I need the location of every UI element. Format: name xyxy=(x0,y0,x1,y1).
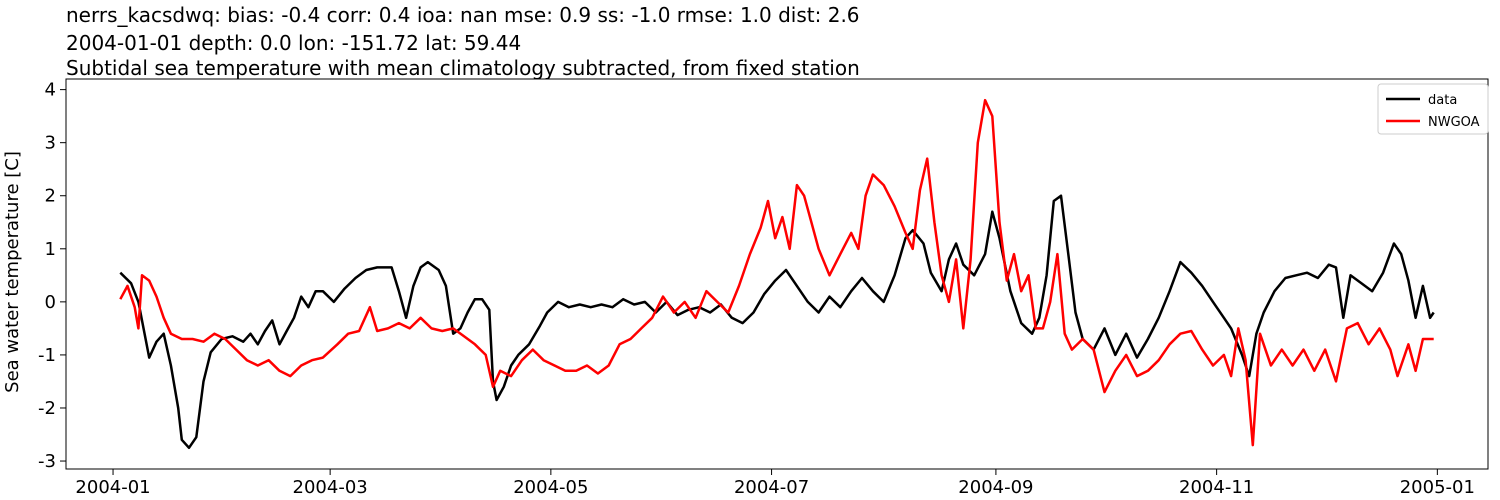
legend-label-data: data xyxy=(1428,93,1457,108)
x-tick-label: 2004-09 xyxy=(958,477,1033,498)
series-line-nwgoa xyxy=(119,98,1434,447)
y-tick-label: 1 xyxy=(45,239,56,260)
y-tick-label: 4 xyxy=(45,80,56,101)
legend-label-nwgoa: NWGOA xyxy=(1428,115,1480,130)
chart-title-line-1: nerrs_kacsdwq: bias: -0.4 corr: 0.4 ioa:… xyxy=(66,3,860,27)
x-tick-label: 2004-07 xyxy=(734,477,809,498)
legend: data NWGOA xyxy=(1377,83,1489,135)
x-tick-label: 2004-01 xyxy=(75,477,150,498)
y-axis-label: Sea water temperature [C] xyxy=(2,151,23,393)
y-tick-label: 2 xyxy=(45,186,56,207)
series-line-data xyxy=(119,194,1435,450)
y-tick-label: -3 xyxy=(38,451,56,472)
x-tick-label: 2005-01 xyxy=(1400,477,1475,498)
plot-frame xyxy=(65,78,1489,470)
x-tick-label: 2004-05 xyxy=(513,477,588,498)
x-tick-label: 2004-03 xyxy=(293,477,368,498)
y-tick-label: -1 xyxy=(38,345,56,366)
y-tick-label: 3 xyxy=(45,133,56,154)
x-tick-label: 2004-11 xyxy=(1179,477,1254,498)
plot-area: -3 -2 -1 0 1 2 3 4 2004-01 2004-03 2004-05 2004-07 2… xyxy=(38,78,1489,498)
chart-title-line-2: 2004-01-01 depth: 0.0 lon: -151.72 lat: … xyxy=(66,31,521,55)
chart-title-line-3: Subtidal sea temperature with mean clima… xyxy=(66,56,860,80)
y-tick-label: 0 xyxy=(45,292,56,313)
y-tick-label: -2 xyxy=(38,398,56,419)
